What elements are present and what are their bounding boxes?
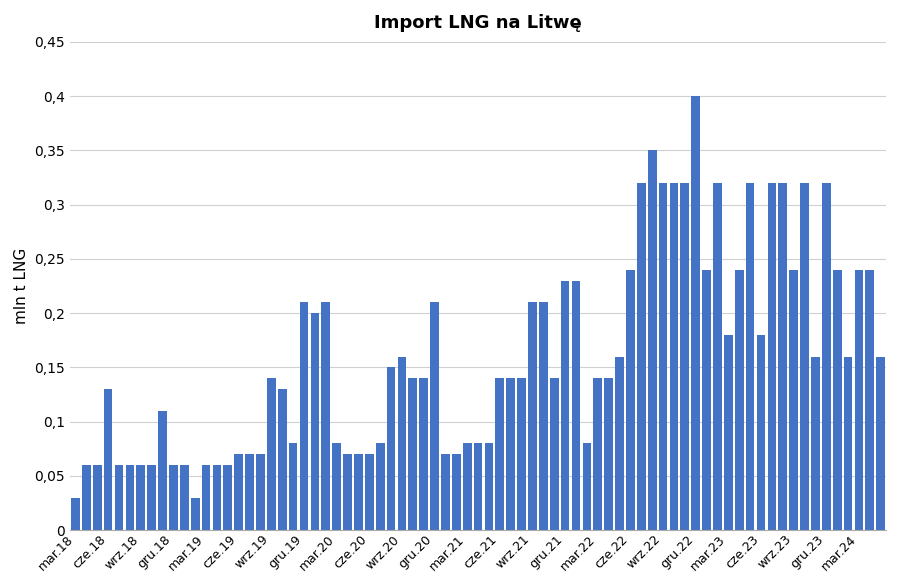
Bar: [430, 302, 439, 530]
Bar: [387, 367, 395, 530]
Bar: [463, 443, 472, 530]
Bar: [582, 443, 591, 530]
Bar: [866, 269, 874, 530]
Bar: [713, 183, 722, 530]
Bar: [137, 465, 145, 530]
Bar: [148, 465, 156, 530]
Bar: [245, 454, 254, 530]
Bar: [256, 454, 265, 530]
Bar: [539, 302, 548, 530]
Bar: [354, 454, 363, 530]
Bar: [300, 302, 309, 530]
Bar: [604, 378, 613, 530]
Bar: [735, 269, 743, 530]
Bar: [822, 183, 831, 530]
Bar: [757, 335, 765, 530]
Bar: [212, 465, 221, 530]
Bar: [877, 356, 885, 530]
Bar: [507, 378, 515, 530]
Bar: [191, 498, 200, 530]
Bar: [616, 356, 624, 530]
Bar: [832, 269, 842, 530]
Bar: [702, 269, 711, 530]
Bar: [343, 454, 352, 530]
Bar: [691, 96, 700, 530]
Bar: [321, 302, 330, 530]
Bar: [267, 378, 275, 530]
Bar: [364, 454, 373, 530]
Y-axis label: mln t LNG: mln t LNG: [14, 248, 29, 324]
Bar: [441, 454, 450, 530]
Bar: [473, 443, 482, 530]
Bar: [409, 378, 418, 530]
Bar: [811, 356, 820, 530]
Bar: [202, 465, 211, 530]
Bar: [496, 378, 504, 530]
Bar: [648, 150, 656, 530]
Bar: [637, 183, 645, 530]
Bar: [746, 183, 754, 530]
Bar: [234, 454, 243, 530]
Bar: [778, 183, 788, 530]
Bar: [484, 443, 493, 530]
Bar: [376, 443, 384, 530]
Bar: [550, 378, 559, 530]
Bar: [680, 183, 689, 530]
Bar: [169, 465, 178, 530]
Bar: [158, 411, 166, 530]
Bar: [724, 335, 733, 530]
Bar: [593, 378, 602, 530]
Bar: [125, 465, 134, 530]
Bar: [626, 269, 634, 530]
Bar: [114, 465, 123, 530]
Title: Import LNG na Litwę: Import LNG na Litwę: [374, 14, 582, 32]
Bar: [223, 465, 232, 530]
Bar: [82, 465, 91, 530]
Bar: [768, 183, 776, 530]
Bar: [528, 302, 536, 530]
Bar: [659, 183, 668, 530]
Bar: [518, 378, 526, 530]
Bar: [419, 378, 428, 530]
Bar: [572, 281, 580, 530]
Bar: [855, 269, 863, 530]
Bar: [93, 465, 102, 530]
Bar: [800, 183, 809, 530]
Bar: [789, 269, 798, 530]
Bar: [561, 281, 570, 530]
Bar: [104, 389, 112, 530]
Bar: [71, 498, 80, 530]
Bar: [332, 443, 341, 530]
Bar: [452, 454, 461, 530]
Bar: [180, 465, 189, 530]
Bar: [843, 356, 852, 530]
Bar: [289, 443, 298, 530]
Bar: [310, 313, 320, 530]
Bar: [398, 356, 406, 530]
Bar: [278, 389, 286, 530]
Bar: [670, 183, 679, 530]
